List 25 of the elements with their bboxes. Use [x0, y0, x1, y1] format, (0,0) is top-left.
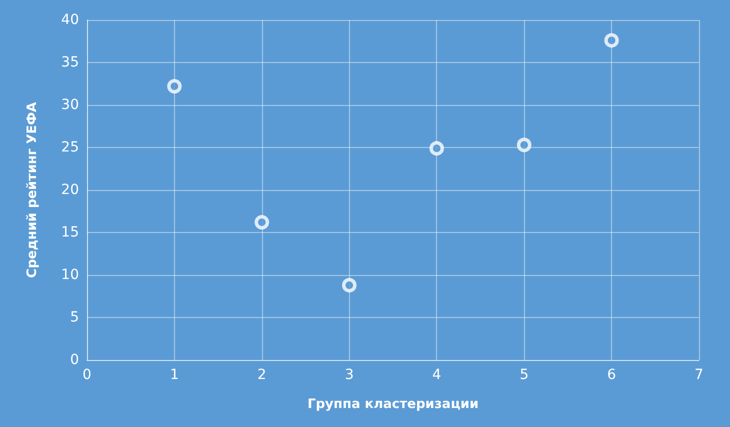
point [429, 141, 444, 156]
y-tick-label: 0 [70, 352, 79, 368]
y-tick-label: 5 [70, 310, 79, 326]
point [167, 79, 182, 94]
x-tick-label: 1 [170, 367, 179, 383]
x-tick-label: 2 [257, 367, 266, 383]
point [604, 33, 619, 48]
x-tick-label: 6 [607, 367, 616, 383]
y-tick-label: 35 [61, 54, 79, 70]
y-axis-title: Средний рейтинг УЕФА [25, 102, 40, 278]
y-tick-label: 15 [61, 224, 79, 240]
x-tick-label: 5 [520, 367, 529, 383]
point [342, 278, 357, 292]
x-tick-label: 3 [344, 367, 354, 383]
y-tick-label: 25 [61, 140, 79, 156]
x-tick-label: 0 [82, 367, 92, 383]
x-tick-label: 4 [432, 367, 442, 383]
y-tick-label: 20 [61, 182, 79, 198]
x-tick-label: 7 [694, 367, 704, 383]
y-tick-label: 10 [61, 267, 79, 283]
y-tick-label: 30 [61, 97, 79, 113]
x-axis-title: Группа кластеризации [307, 397, 479, 412]
point [516, 138, 532, 152]
point [254, 215, 270, 230]
y-tick-label: 40 [61, 12, 79, 28]
